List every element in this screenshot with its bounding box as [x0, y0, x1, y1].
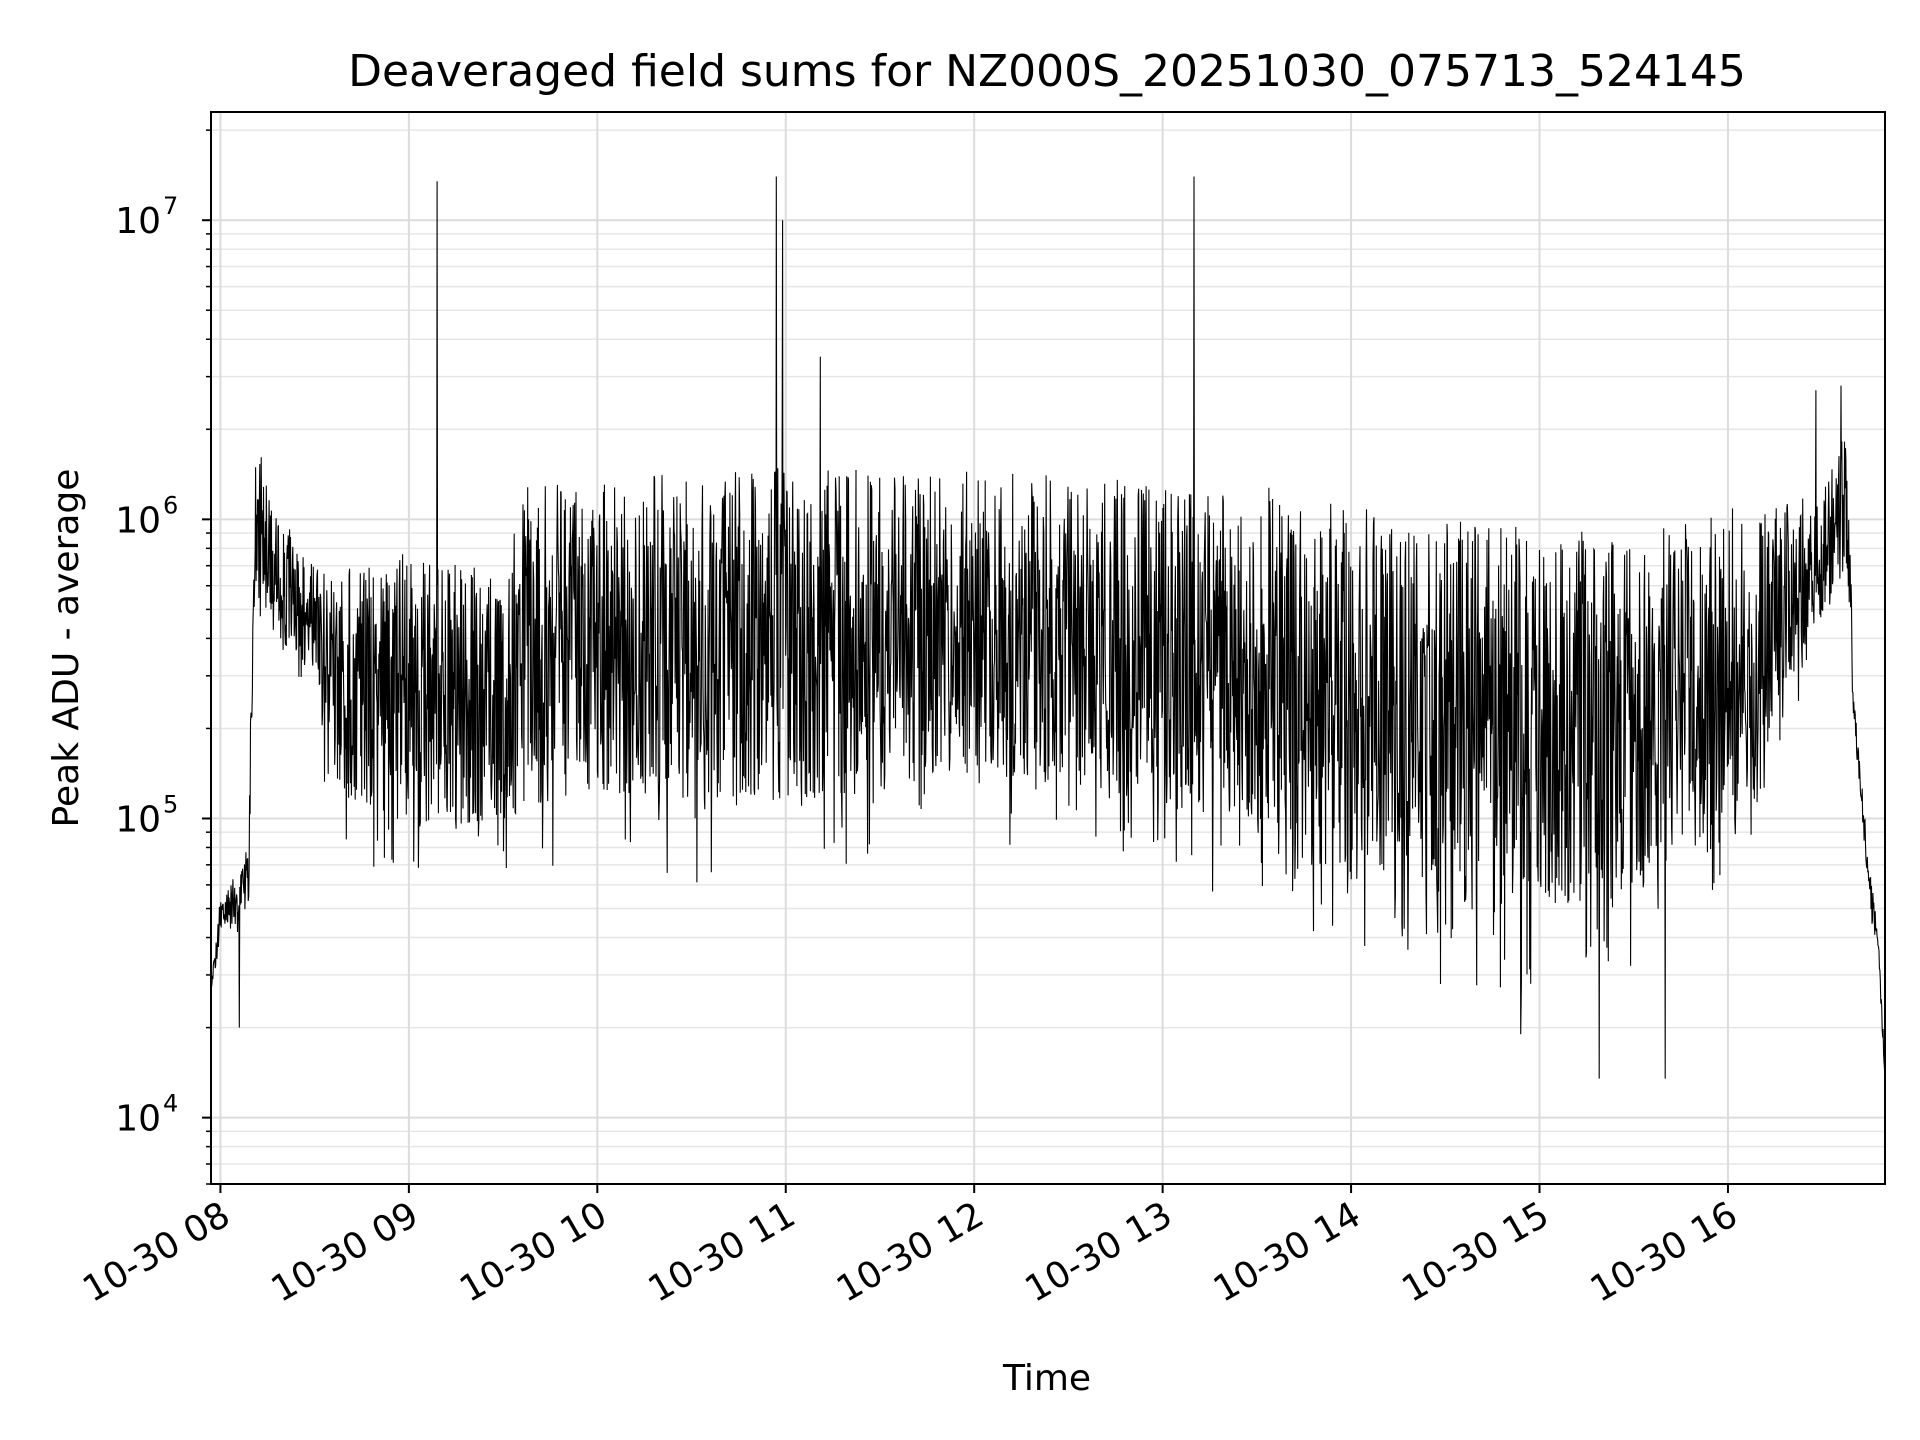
y-tick-exponent: 7	[163, 192, 178, 220]
axes-frame	[210, 111, 1886, 1185]
y-tick-exponent: 4	[163, 1090, 178, 1118]
series-line	[210, 176, 1886, 1086]
y-tick-label: 10	[115, 500, 161, 541]
y-tick-exponent: 5	[163, 790, 178, 818]
y-axis-label: Peak ADU - average	[46, 469, 87, 828]
grid-lines	[211, 112, 1885, 1185]
y-tick-label: 10	[115, 1099, 161, 1140]
x-axis-label: Time	[1002, 1358, 1091, 1399]
data-series	[210, 176, 1886, 1086]
y-tick-label: 10	[115, 799, 161, 840]
y-tick-label: 10	[115, 201, 161, 242]
chart-title: Deaveraged field sums for NZ000S_2025103…	[348, 46, 1746, 97]
y-tick-exponent: 6	[163, 491, 178, 519]
